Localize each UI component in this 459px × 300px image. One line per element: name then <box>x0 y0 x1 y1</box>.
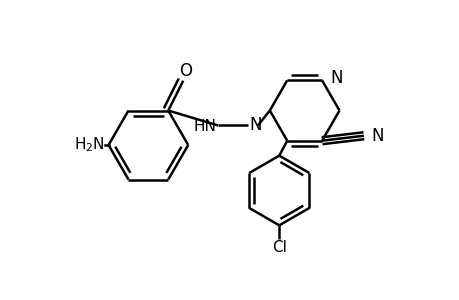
Text: H$_2$N: H$_2$N <box>74 136 104 154</box>
Text: O: O <box>178 62 191 80</box>
Text: N: N <box>248 116 261 134</box>
Text: N: N <box>371 127 384 145</box>
Text: N: N <box>329 69 342 87</box>
Text: Cl: Cl <box>271 240 286 255</box>
Text: HN: HN <box>193 119 216 134</box>
